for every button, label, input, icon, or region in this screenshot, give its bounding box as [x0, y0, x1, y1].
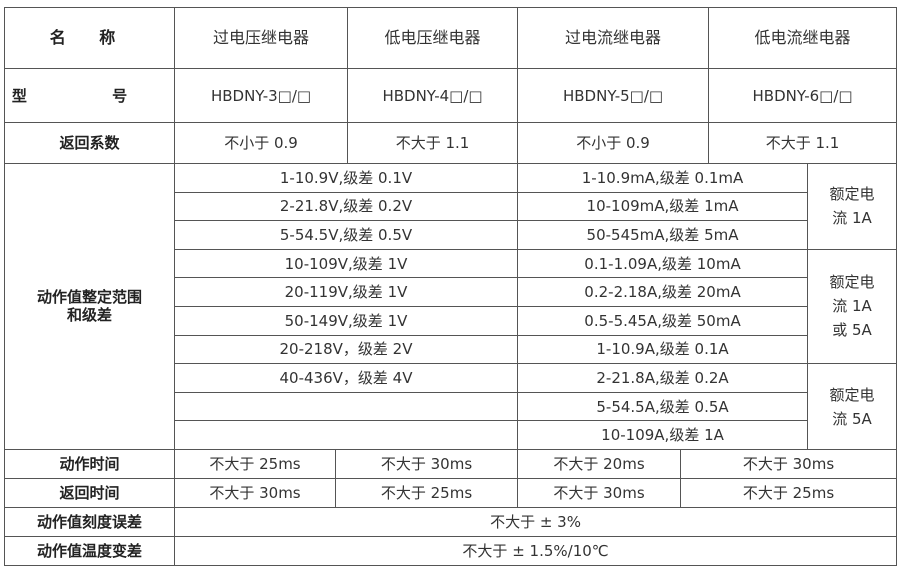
rated-current: 额定电 流 1A [807, 163, 898, 250]
return-time-label: 返回时间 [4, 477, 175, 508]
action-time-row: 动作时间 不大于 25ms 不大于 30ms 不大于 20ms 不大于 30ms [4, 448, 898, 479]
action-time-value: 不大于 30ms [680, 448, 898, 479]
return-coef-value: 不大于 1.1 [708, 122, 898, 164]
rated-line: 或 5A [832, 321, 872, 340]
rated-line: 额定电 [829, 273, 875, 292]
rated-current: 额定电 流 1A 或 5A [807, 248, 898, 365]
range-row: 动作值整定范围 和级差 1-10.9V,级差 0.1V 1-10.9mA,级差 … [4, 163, 898, 450]
scale-error-value: 不大于 ± 3% [173, 506, 898, 537]
range-row: 5-54.5V,级差 0.5V 50-545mA,级差 5mA [5, 220, 897, 250]
voltage-range: 20-119V,级差 1V [173, 277, 519, 307]
temp-variation-value: 不大于 ± 1.5%/10℃ [173, 535, 898, 566]
model-label: 型 号 [4, 68, 175, 123]
relay-spec-table: 名 称 过电压继电器 低电压继电器 过电流继电器 低电流继电器 型 号 HBDN… [4, 7, 898, 566]
model-value: HBDNY-3□/□ [173, 68, 349, 123]
current-range: 0.2-2.18A,级差 20mA [517, 277, 809, 307]
current-range: 1-10.9mA,级差 0.1mA [517, 163, 809, 193]
type-undervoltage: 低电压继电器 [347, 7, 519, 69]
voltage-range: 40-436V，级差 4V [173, 363, 519, 393]
range-row: 5-54.5A,级差 0.5A [5, 391, 897, 422]
temp-variation-row: 动作值温度变差 不大于 ± 1.5%/10℃ [4, 535, 898, 566]
voltage-range: 20-218V，级差 2V [173, 334, 519, 365]
action-time-value: 不大于 25ms [174, 448, 336, 479]
voltage-range: 5-54.5V,级差 0.5V [173, 220, 519, 250]
range-row: 50-149V,级差 1V 0.5-5.45A,级差 50mA [5, 305, 897, 336]
rated-line: 额定电 [829, 185, 875, 204]
return-time-value: 不大于 25ms [334, 477, 519, 508]
range-row: 40-436V，级差 4V 2-21.8A,级差 0.2A 额定电 流 5A [5, 363, 898, 450]
return-time-value: 不大于 30ms [517, 477, 682, 508]
return-coef-label: 返回系数 [4, 122, 175, 164]
model-value: HBDNY-6□/□ [708, 68, 898, 123]
name-label: 名 称 [4, 7, 175, 69]
rated-line: 流 1A [832, 297, 872, 316]
rated-line: 流 5A [832, 409, 872, 428]
rated-line: 额定电 [829, 385, 875, 404]
action-time-label: 动作时间 [4, 448, 175, 479]
type-undercurrent: 低电流继电器 [708, 7, 898, 69]
return-coef-value: 不小于 0.9 [517, 122, 710, 164]
voltage-range: 1-10.9V,级差 0.1V [173, 163, 519, 193]
range-row: 20-119V,级差 1V 0.2-2.18A,级差 20mA [5, 277, 897, 307]
current-range: 10-109mA,级差 1mA [517, 191, 809, 222]
return-coef-row: 返回系数 不小于 0.9 不大于 1.1 不小于 0.9 不大于 1.1 [4, 122, 898, 164]
current-range: 0.1-1.09A,级差 10mA [517, 248, 809, 279]
range-label: 动作值整定范围 和级差 [4, 163, 175, 450]
range-label-line2: 和级差 [66, 306, 112, 325]
return-coef-value: 不大于 1.1 [347, 122, 519, 164]
voltage-range: 2-21.8V,级差 0.2V [173, 191, 519, 222]
return-time-row: 返回时间 不大于 30ms 不大于 25ms 不大于 30ms 不大于 25ms [4, 477, 898, 508]
range-row: 2-21.8V,级差 0.2V 10-109mA,级差 1mA [5, 191, 897, 222]
voltage-range [173, 420, 519, 450]
rated-line: 流 1A [832, 209, 872, 228]
model-row: 型 号 HBDNY-3□/□ HBDNY-4□/□ HBDNY-5□/□ HBD… [4, 68, 898, 123]
model-value: HBDNY-4□/□ [347, 68, 519, 123]
return-time-value: 不大于 25ms [680, 477, 898, 508]
range-row: 10-109V,级差 1V 0.1-1.09A,级差 10mA 额定电 流 1A… [5, 248, 898, 365]
voltage-range [173, 391, 519, 422]
temp-variation-label: 动作值温度变差 [4, 535, 175, 566]
return-coef-value: 不小于 0.9 [173, 122, 349, 164]
scale-error-label: 动作值刻度误差 [4, 506, 175, 537]
range-label-line1: 动作值整定范围 [36, 288, 142, 307]
current-range: 0.5-5.45A,级差 50mA [517, 305, 809, 336]
type-overcurrent: 过电流继电器 [517, 7, 710, 69]
type-overvoltage: 过电压继电器 [173, 7, 349, 69]
return-time-value: 不大于 30ms [174, 477, 336, 508]
current-range: 5-54.5A,级差 0.5A [517, 391, 809, 422]
scale-error-row: 动作值刻度误差 不大于 ± 3% [4, 506, 898, 537]
action-time-value: 不大于 20ms [517, 448, 682, 479]
current-range: 50-545mA,级差 5mA [517, 220, 809, 250]
header-row: 名 称 过电压继电器 低电压继电器 过电流继电器 低电流继电器 [4, 7, 898, 69]
current-range: 1-10.9A,级差 0.1A [517, 334, 809, 365]
current-range: 2-21.8A,级差 0.2A [517, 363, 809, 393]
current-range: 10-109A,级差 1A [517, 420, 809, 450]
voltage-range: 50-149V,级差 1V [173, 305, 519, 336]
voltage-range: 10-109V,级差 1V [173, 248, 519, 279]
range-row: 10-109A,级差 1A [5, 420, 897, 450]
model-value: HBDNY-5□/□ [517, 68, 710, 123]
action-time-value: 不大于 30ms [334, 448, 519, 479]
rated-current: 额定电 流 5A [807, 363, 898, 450]
